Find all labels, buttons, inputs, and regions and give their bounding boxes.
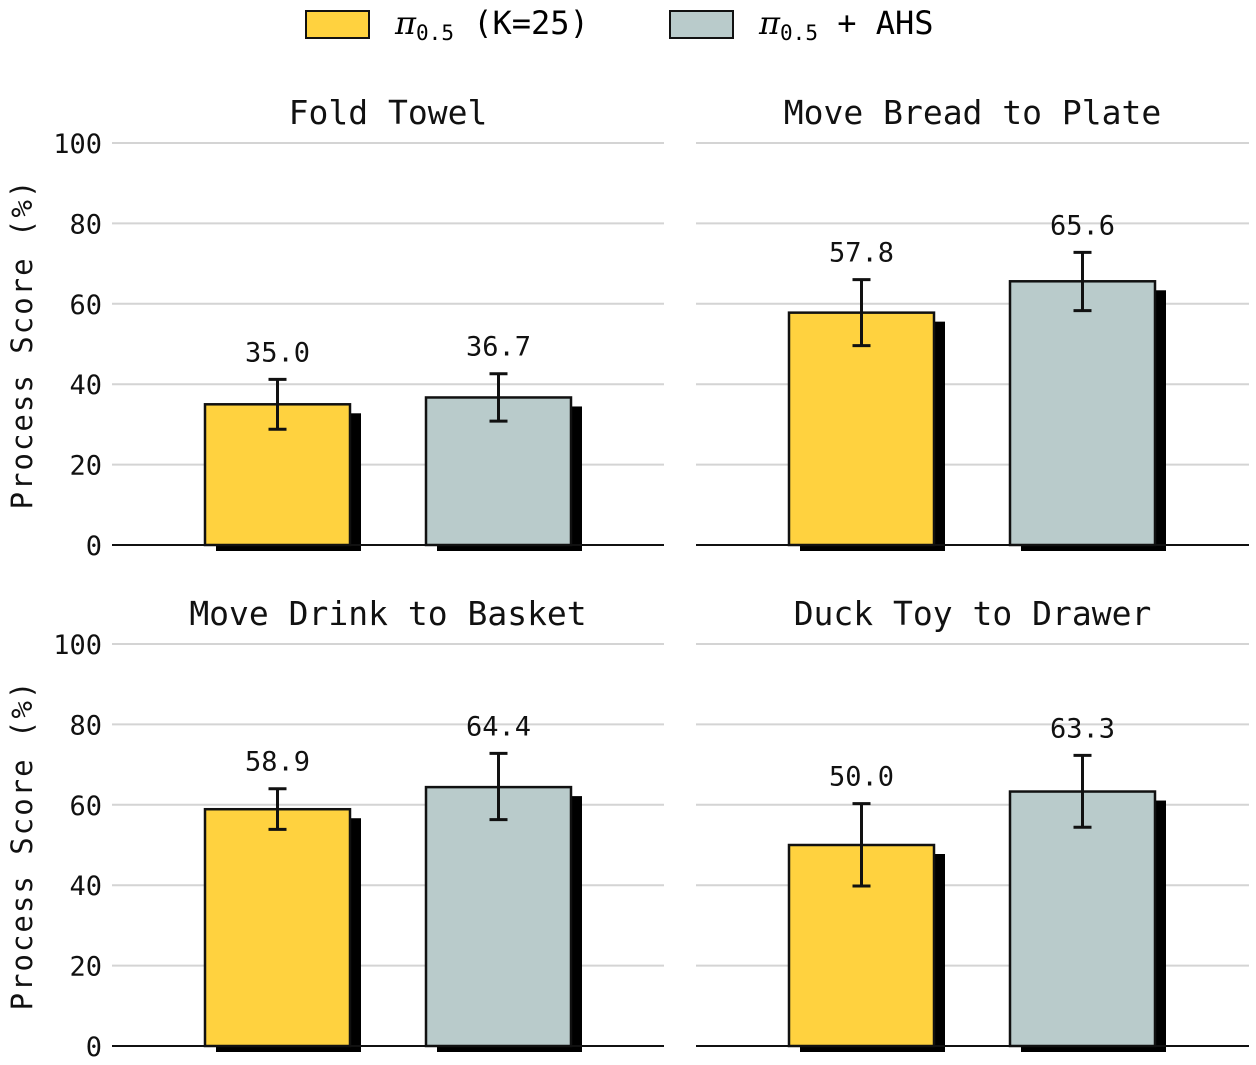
legend-swatch xyxy=(305,10,370,39)
svg-text:π0.5 (K=25): π0.5 (K=25) xyxy=(394,4,589,45)
y-tick-label: 80 xyxy=(69,710,102,741)
chart-panel: 0 20 40 60 80 100 Process Score (%) Move Drink … xyxy=(5,594,664,1063)
data-label: 36.7 xyxy=(466,332,531,363)
legend-label: + AHS xyxy=(818,4,934,42)
y-axis-label: Process Score (%) xyxy=(5,680,39,1011)
chart-panel: Duck Toy to Drawer 50.0 63.3 xyxy=(696,594,1249,1052)
y-tick-label: 80 xyxy=(69,209,102,240)
y-tick-label: 0 xyxy=(86,531,102,562)
y-tick-label: 100 xyxy=(53,630,102,661)
legend-swatch xyxy=(669,10,734,39)
chart-panel: Move Bread to Plate 57.8 65.6 xyxy=(696,93,1249,551)
legend-label: (K=25) xyxy=(454,4,589,42)
chart-title: Move Bread to Plate xyxy=(784,93,1162,132)
bar xyxy=(1008,280,1157,547)
data-label: 63.3 xyxy=(1050,713,1115,744)
bar xyxy=(424,785,573,1048)
data-label: 64.4 xyxy=(466,711,531,742)
legend-item: π0.5 (K=25) xyxy=(305,4,589,45)
legend-symbol: π xyxy=(758,4,781,42)
y-tick-label: 20 xyxy=(69,451,102,482)
legend-item: π0.5 + AHS xyxy=(669,4,934,45)
legend-subscript: 0.5 xyxy=(780,21,818,45)
bar xyxy=(1008,790,1157,1048)
y-axis-label: Process Score (%) xyxy=(5,179,39,510)
data-label: 50.0 xyxy=(829,762,894,793)
chart-title: Duck Toy to Drawer xyxy=(794,594,1152,633)
y-tick-label: 40 xyxy=(69,370,102,401)
y-tick-label: 60 xyxy=(69,290,102,321)
legend-symbol: π xyxy=(394,4,417,42)
chart-title: Fold Towel xyxy=(289,93,488,132)
chart-panel: 0 20 40 60 80 100 Process Score (%) Fold Towel 3… xyxy=(5,93,664,562)
data-label: 57.8 xyxy=(829,238,894,269)
y-tick-label: 60 xyxy=(69,791,102,822)
y-tick-label: 0 xyxy=(86,1032,102,1063)
panels: 0 20 40 60 80 100 Process Score (%) Fold Towel 3… xyxy=(5,93,1249,1063)
data-label: 65.6 xyxy=(1050,210,1115,241)
bar xyxy=(787,311,936,547)
chart-title: Move Drink to Basket xyxy=(189,594,586,633)
data-label: 58.9 xyxy=(245,747,310,778)
data-label: 35.0 xyxy=(245,337,310,368)
legend: π0.5 (K=25) π0.5 + AHS xyxy=(305,4,934,45)
y-tick-label: 100 xyxy=(53,129,102,160)
bar xyxy=(203,807,352,1048)
y-tick-label: 40 xyxy=(69,871,102,902)
y-tick-label: 20 xyxy=(69,952,102,983)
legend-subscript: 0.5 xyxy=(416,21,454,45)
svg-text:π0.5 + AHS: π0.5 + AHS xyxy=(758,4,934,45)
